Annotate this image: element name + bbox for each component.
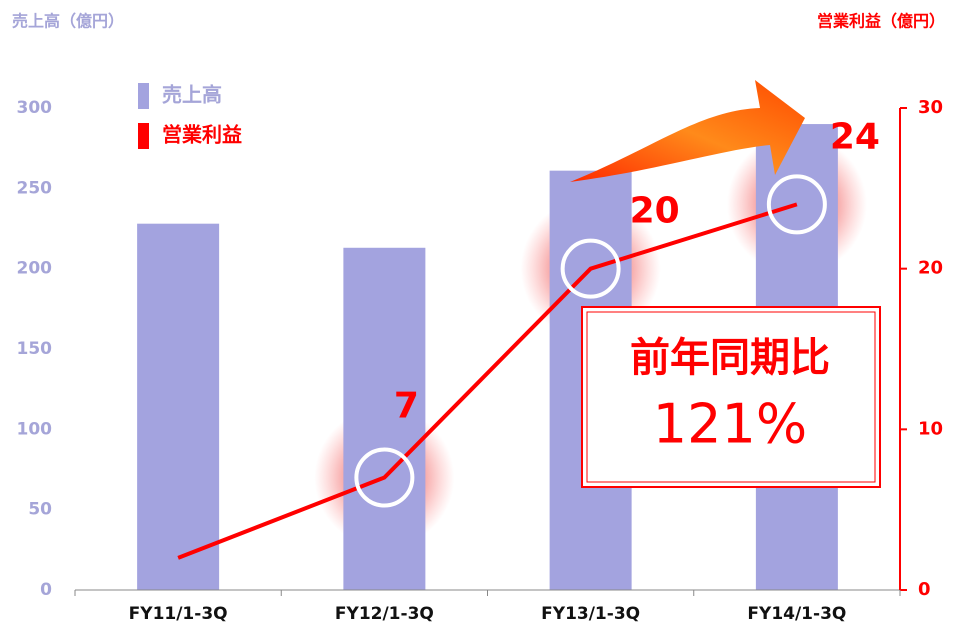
y-tick-label: 150 xyxy=(17,339,53,359)
y2-tick-label: 30 xyxy=(918,97,943,118)
x-tick-label: FY13/1-3Q xyxy=(541,604,640,624)
bar xyxy=(137,224,219,590)
y-tick-label: 250 xyxy=(17,178,53,198)
legend-swatch xyxy=(138,83,149,109)
y-tick-label: 0 xyxy=(40,580,52,600)
x-tick-label: FY12/1-3Q xyxy=(335,604,434,624)
annotation: 121% xyxy=(653,393,807,456)
chart: 売上高（億円） 営業利益（億円） 前年同期比 121% 050100150200… xyxy=(0,0,955,633)
data-label: 20 xyxy=(630,191,680,232)
y2-tick-label: 0 xyxy=(918,579,931,600)
legend-swatch xyxy=(138,123,149,149)
legend-label: 営業利益 xyxy=(162,123,242,147)
annotation: 前年同期比 xyxy=(630,335,830,381)
y2-tick-label: 20 xyxy=(918,258,943,279)
x-tick-label: FY14/1-3Q xyxy=(747,604,846,624)
x-tick-label: FY11/1-3Q xyxy=(129,604,228,624)
y-tick-label: 100 xyxy=(17,419,53,439)
y-axis-title: 売上高（億円） xyxy=(12,12,124,31)
y-tick-label: 200 xyxy=(17,259,53,279)
legend-label: 売上高 xyxy=(162,83,222,107)
y2-tick-label: 10 xyxy=(918,418,943,439)
y2-axis-title: 営業利益（億円） xyxy=(817,12,945,31)
data-label: 24 xyxy=(830,116,880,157)
y-tick-label: 300 xyxy=(17,98,53,118)
y-tick-label: 50 xyxy=(28,500,52,520)
data-label: 7 xyxy=(394,386,419,427)
page: 売上高（億円） 営業利益（億円） 前年同期比 121% 050100150200… xyxy=(0,0,955,633)
